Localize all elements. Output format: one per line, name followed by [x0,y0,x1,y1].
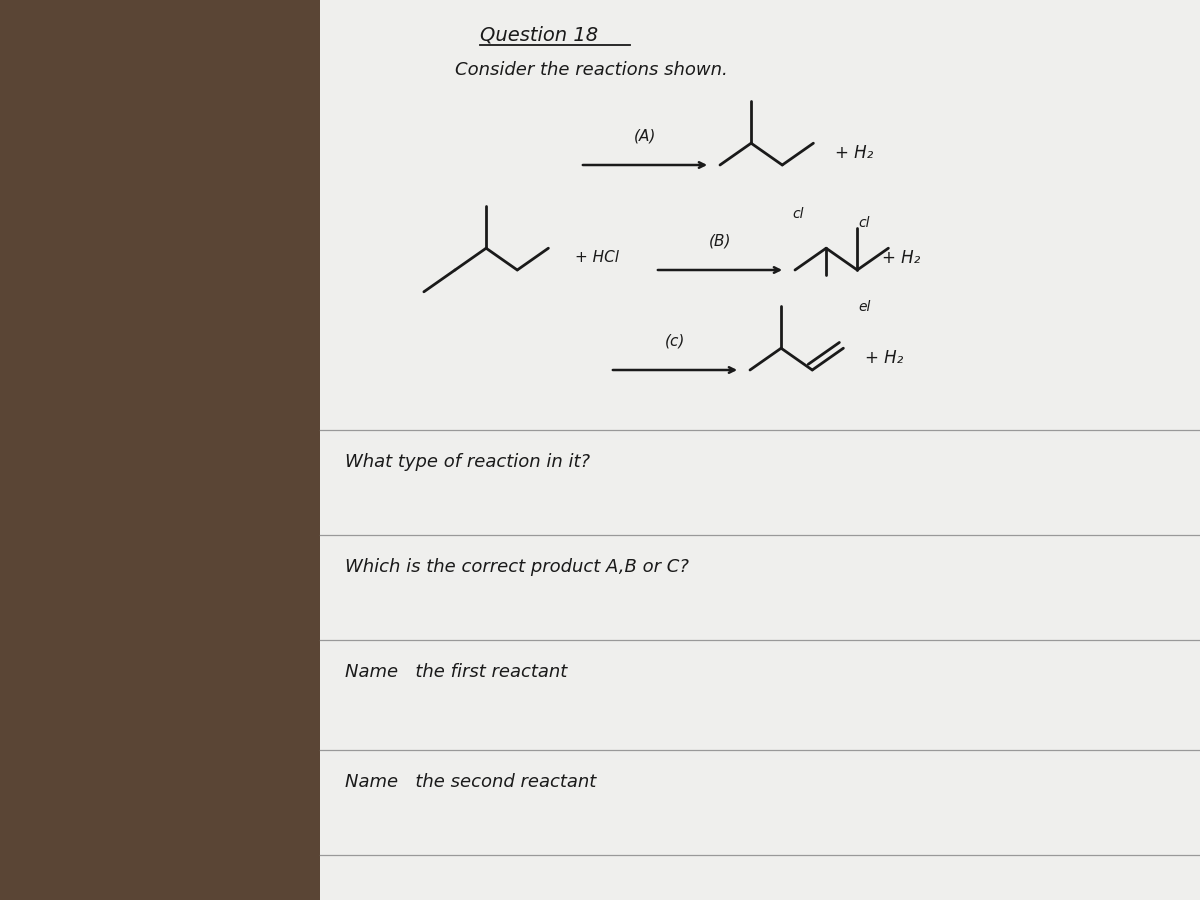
Text: (B): (B) [709,233,731,248]
Text: + H₂: + H₂ [835,144,874,162]
Text: + HCl: + HCl [575,250,619,266]
Text: Name   the second reactant: Name the second reactant [346,773,596,791]
Text: Name   the first reactant: Name the first reactant [346,663,568,681]
Text: (c): (c) [665,333,685,348]
Text: Which is the correct product A,B or C?: Which is the correct product A,B or C? [346,558,689,576]
Text: el: el [858,301,870,314]
Text: Consider the reactions shown.: Consider the reactions shown. [455,61,727,79]
Text: (A): (A) [634,128,656,143]
Bar [320,0,1200,900]
Text: Question 18: Question 18 [480,25,598,44]
Text: + H₂: + H₂ [882,249,920,267]
Text: cl: cl [792,207,804,221]
Text: + H₂: + H₂ [865,349,904,367]
Text: cl: cl [858,216,870,230]
Text: What type of reaction in it?: What type of reaction in it? [346,453,590,471]
